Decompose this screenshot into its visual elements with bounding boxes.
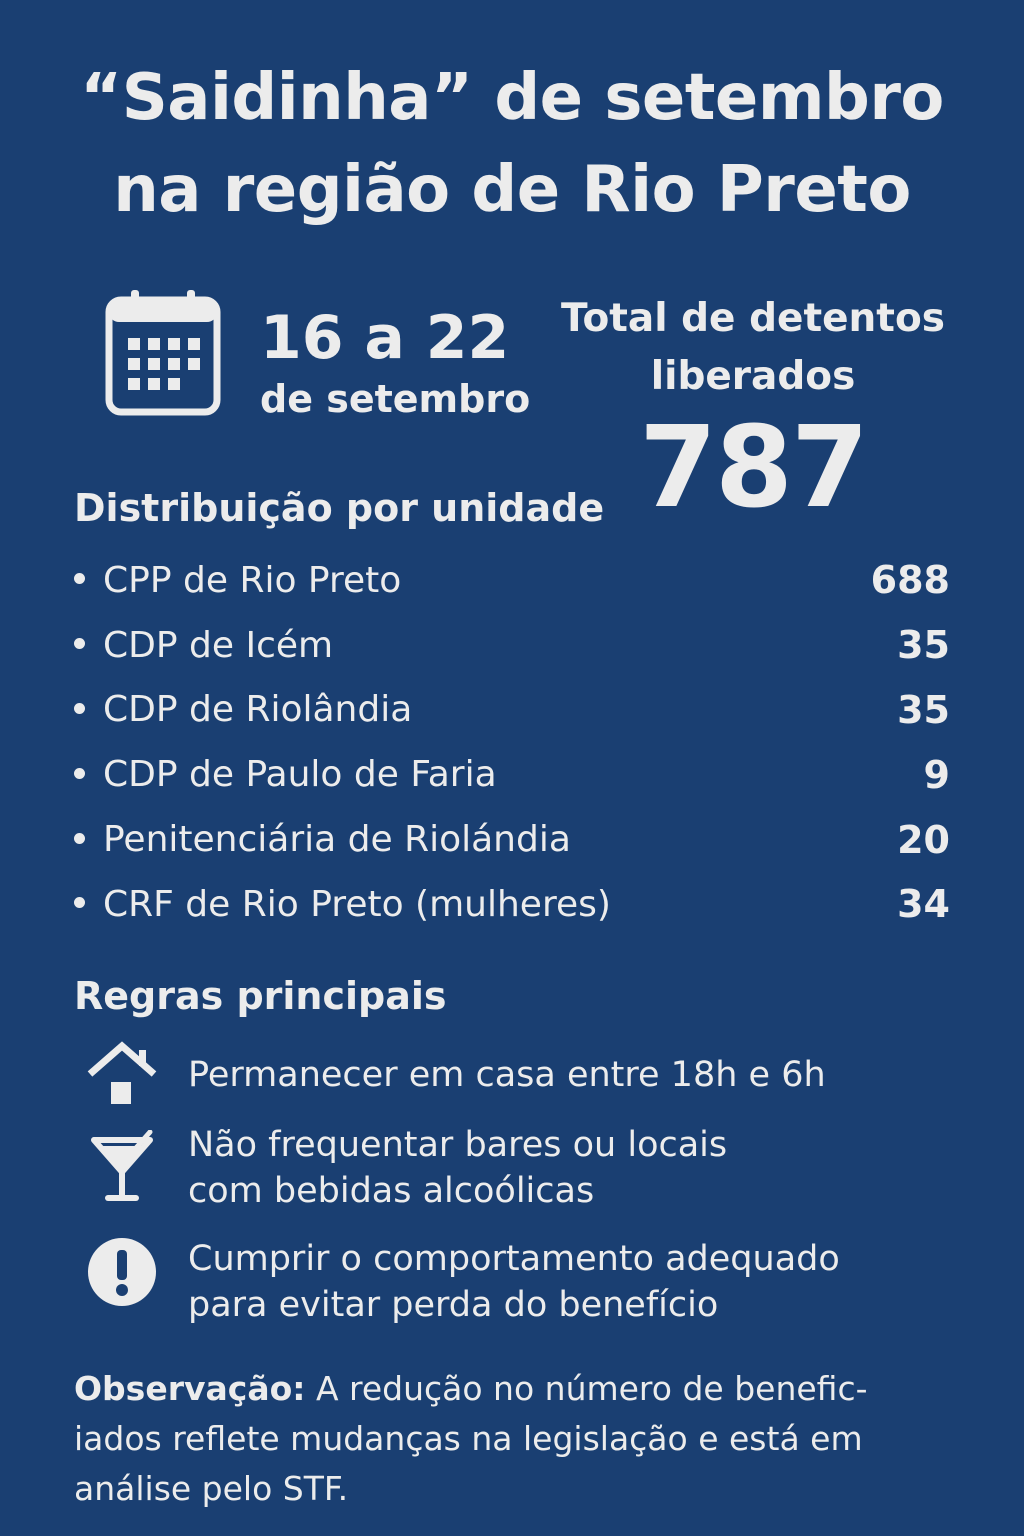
rule-no-bars-line-2: com bebidas alcoólicas — [188, 1171, 595, 1211]
units-list: CPP de Rio Preto 688 CDP de Icém 35 CDP … — [74, 548, 950, 937]
page-title-line-1: “Saidinha” de setembro — [80, 61, 944, 135]
unit-value: 20 — [897, 817, 950, 862]
rule-stay-home-text: Permanecer em casa entre 18h e 6h — [188, 1055, 826, 1095]
unit-row: Penitenciária de Riolándia 20 — [74, 807, 950, 872]
distribution-title: Distribuição por unidade — [74, 486, 605, 530]
note-label: Observação: — [74, 1369, 306, 1408]
unit-name: CDP de Paulo de Faria — [74, 754, 497, 795]
unit-name: CRF de Rio Preto (mulheres) — [74, 884, 611, 925]
unit-value: 34 — [897, 882, 950, 927]
rules-title: Regras principais — [74, 974, 447, 1018]
unit-value: 35 — [897, 623, 950, 668]
house-icon — [87, 1041, 157, 1104]
unit-row: CDP de Icém 35 — [74, 613, 950, 678]
rule-behavior: Cumprir o comportamento adequado para ev… — [188, 1236, 840, 1328]
unit-row: CPP de Rio Preto 688 — [74, 548, 950, 613]
total-label-line-2: liberados — [650, 354, 856, 399]
rule-no-bars-line-1: Não frequentar bares ou locais — [188, 1125, 728, 1165]
rule-stay-home: Permanecer em casa entre 18h e 6h — [188, 1052, 826, 1098]
unit-row: CDP de Paulo de Faria 9 — [74, 742, 950, 807]
unit-value: 688 — [870, 558, 950, 603]
unit-name: CDP de Icém — [74, 625, 333, 666]
page-title: “Saidinha” de setembro na região de Rio … — [0, 52, 1024, 236]
rule-behavior-line-1: Cumprir o comportamento adequado — [188, 1239, 840, 1279]
exclamation-circle-icon — [88, 1238, 156, 1306]
note-line-3: análise pelo STF. — [74, 1469, 349, 1508]
unit-row: CRF de Rio Preto (mulheres) 34 — [74, 872, 950, 937]
total-label: Total de detentos liberados — [548, 290, 958, 406]
note: Observação: A redução no número de benef… — [74, 1364, 950, 1514]
unit-name: CPP de Rio Preto — [74, 560, 401, 601]
unit-value: 9 — [923, 752, 950, 797]
unit-name: Penitenciária de Riolándia — [74, 819, 571, 860]
calendar-icon — [105, 290, 221, 416]
rule-behavior-line-2: para evitar perda do benefício — [188, 1285, 719, 1325]
note-text-1: A redução no número de benefic- — [305, 1369, 868, 1408]
unit-name: CDP de Riolândia — [74, 689, 412, 730]
total-value: 787 — [639, 403, 869, 533]
rule-no-bars: Não frequentar bares ou locais com bebid… — [188, 1122, 727, 1214]
note-line-1: Observação: A redução no número de benef… — [74, 1364, 950, 1414]
cocktail-glass-icon — [91, 1130, 153, 1201]
period-dates: 16 a 22 — [260, 303, 510, 373]
note-line-2: iados reflete mudanças na legislação e e… — [74, 1419, 863, 1458]
unit-row: CDP de Riolândia 35 — [74, 678, 950, 743]
unit-value: 35 — [897, 687, 950, 732]
total-label-line-1: Total de detentos — [561, 296, 945, 341]
page-title-line-2: na região de Rio Preto — [113, 153, 911, 227]
period-month: de setembro — [260, 377, 531, 421]
